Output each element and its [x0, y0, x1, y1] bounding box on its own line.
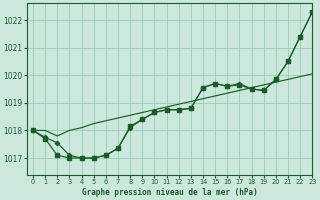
- X-axis label: Graphe pression niveau de la mer (hPa): Graphe pression niveau de la mer (hPa): [82, 188, 258, 197]
